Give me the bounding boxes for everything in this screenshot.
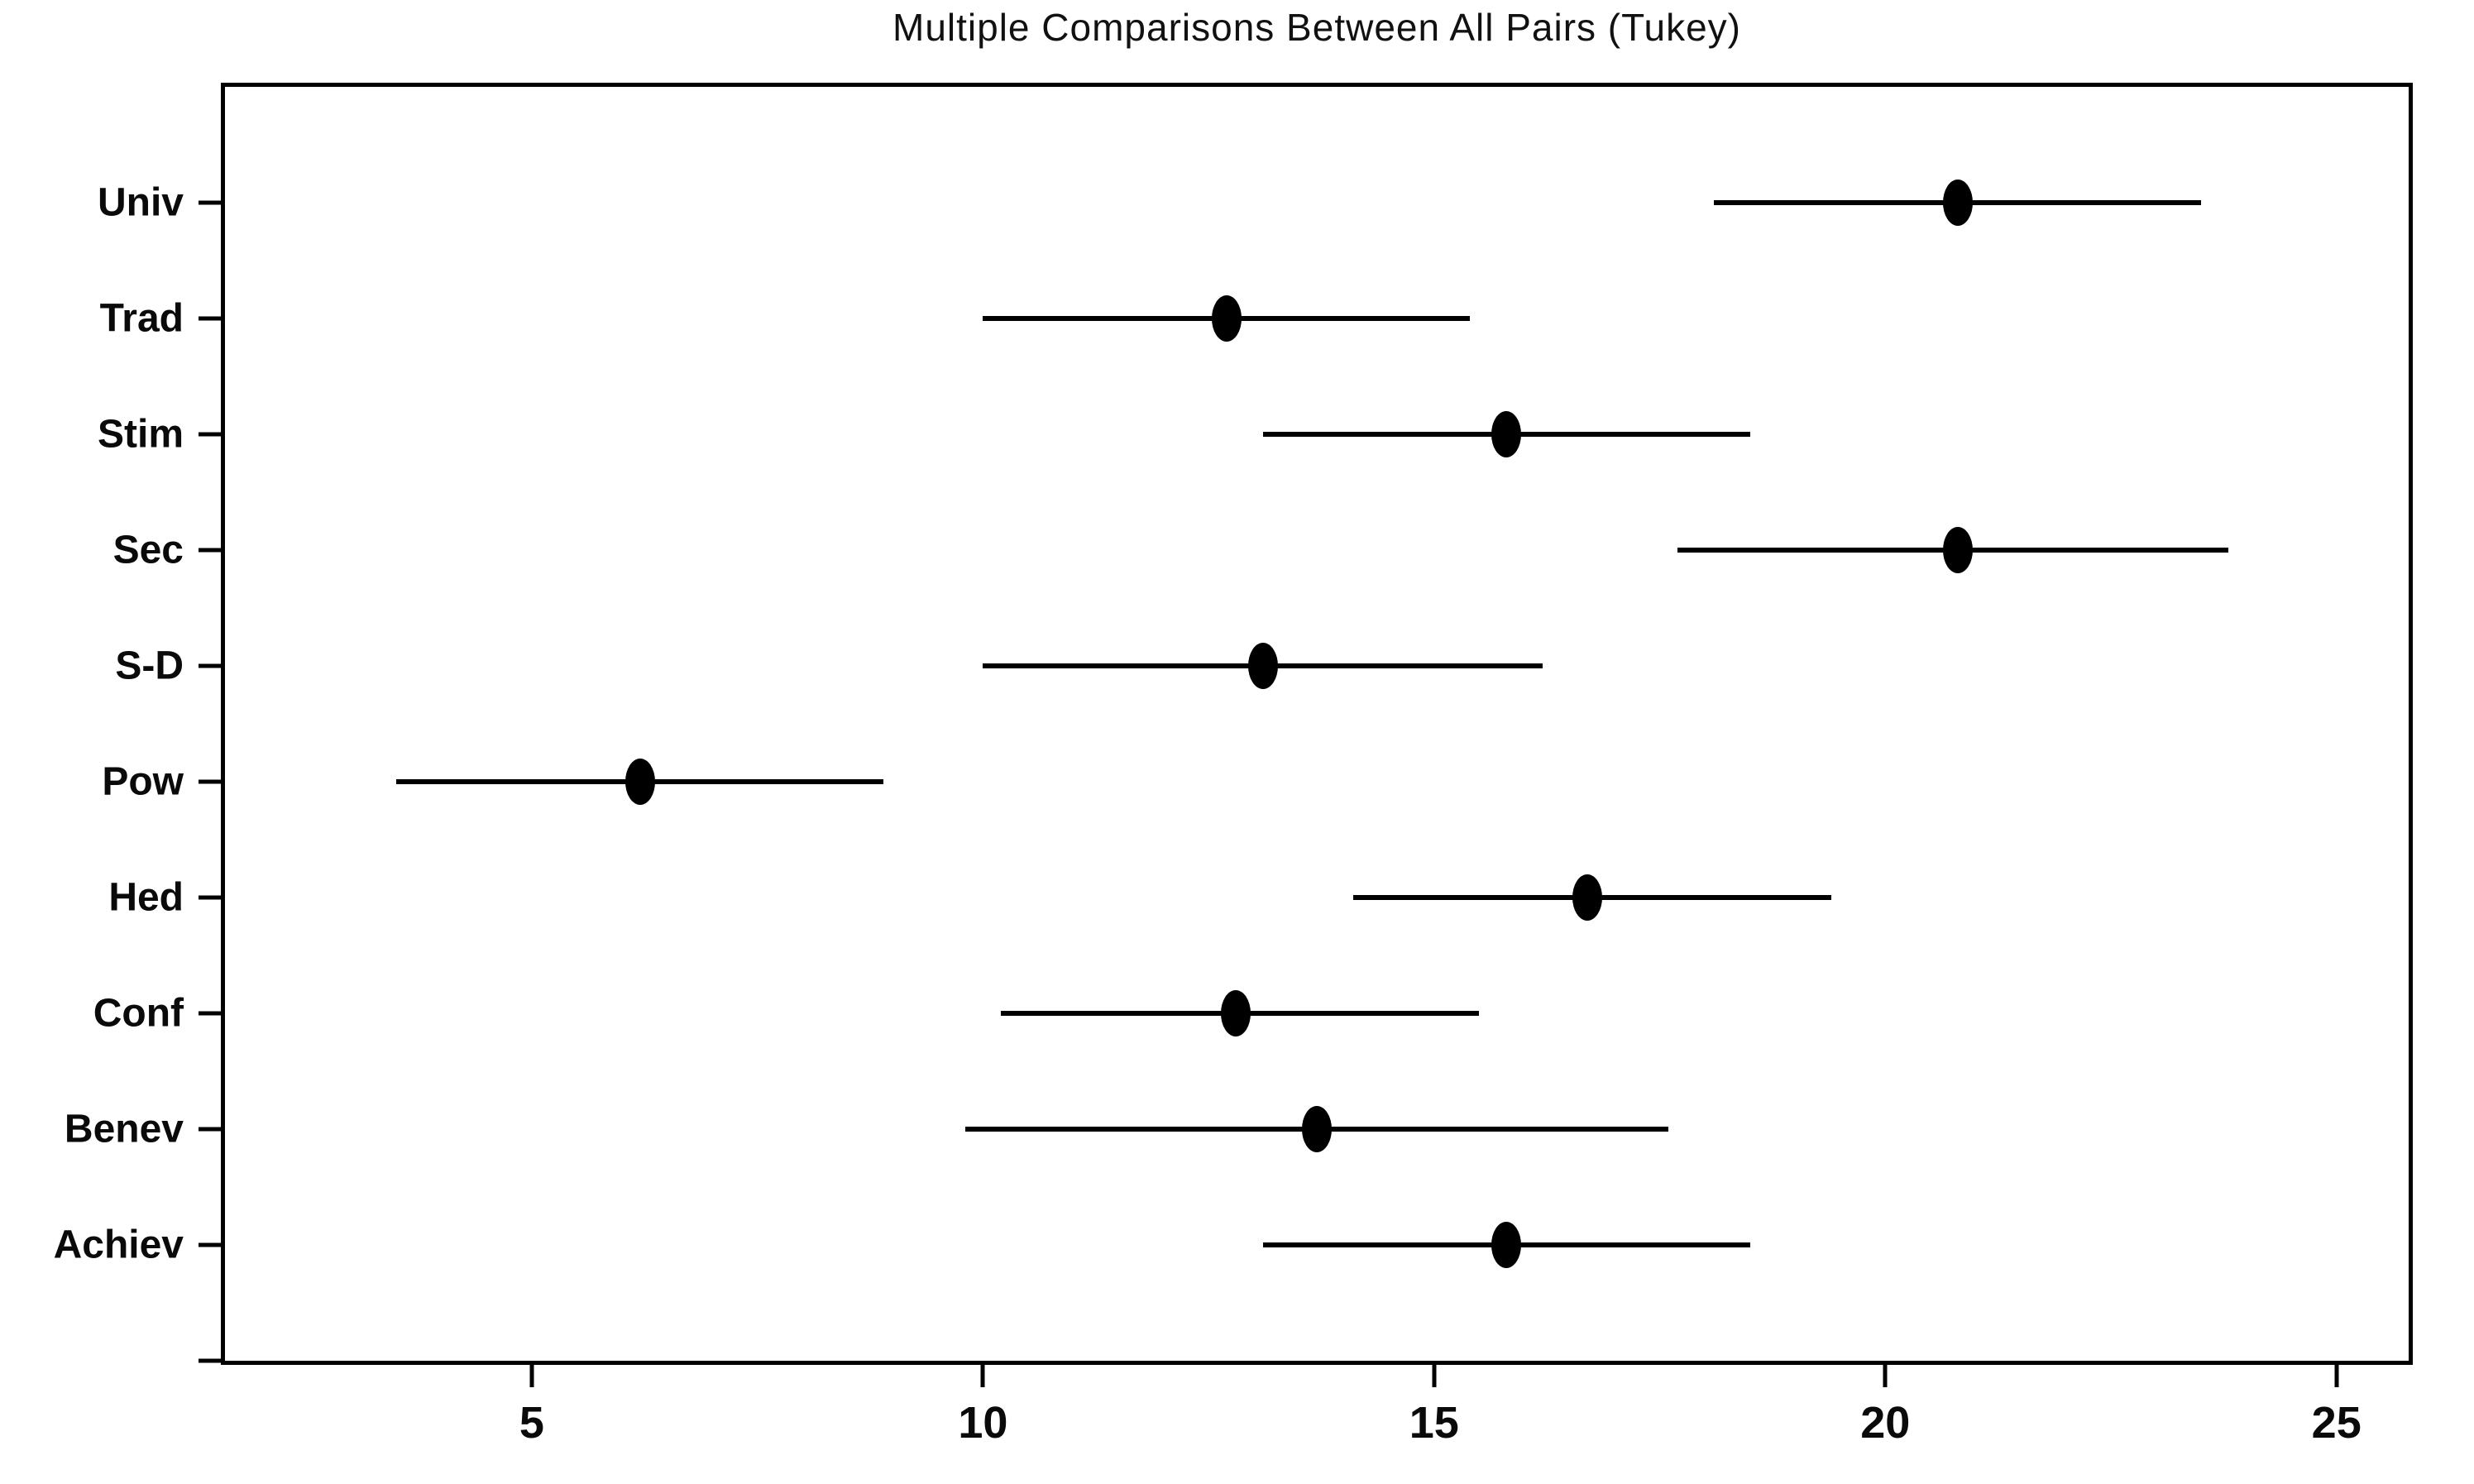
y-axis-tick [199,779,225,784]
mean-dot-marker [1572,874,1603,921]
y-axis-tick [199,548,225,553]
mean-dot-marker [1220,990,1251,1036]
x-axis-tick-label: 25 [2311,1398,2362,1448]
x-axis-tick-label: 10 [958,1398,1008,1448]
y-axis-tick [199,1127,225,1132]
x-axis-tick-label: 20 [1860,1398,1911,1448]
mean-dot-marker [1247,643,1278,689]
x-axis-tick-label: 15 [1409,1398,1459,1448]
y-axis-label-conf: Conf [93,991,184,1036]
x-axis-tick [1432,1361,1437,1387]
y-axis-tick [199,432,225,437]
mean-dot-marker [1491,1222,1522,1268]
y-axis-label-trad: Trad [99,296,184,341]
mean-dot-marker [1942,527,1973,573]
x-axis-tick [980,1361,985,1387]
y-axis-tick [199,895,225,900]
mean-dot-marker [1491,411,1522,457]
mean-dot-marker [1942,180,1973,226]
y-axis-label-stim: Stim [97,412,184,457]
y-axis-label-achiev: Achiev [53,1223,184,1267]
y-axis-label-hed: Hed [108,875,184,920]
y-axis-tick [199,316,225,321]
x-axis-tick [1883,1361,1888,1387]
y-axis-label-s-d: S-D [115,644,184,688]
x-axis-tick-label: 5 [519,1398,544,1448]
y-axis-label-sec: Sec [112,528,184,572]
mean-dot-marker [1302,1106,1332,1152]
plot-area: Univ Trad Stim Sec S-D Pow Hed Conf Benev Achiev 5… [54,83,2413,1448]
y-axis-tick [199,200,225,205]
y-axis-tick-unlabeled [199,1358,225,1363]
x-axis-tick [529,1361,534,1387]
mean-dot-marker [624,759,655,805]
y-axis-tick [199,663,225,668]
y-axis-tick [199,1242,225,1247]
y-axis-tick [199,1011,225,1016]
y-axis-label-benev: Benev [64,1107,184,1151]
mean-dot-marker [1211,295,1242,342]
y-axis-label-univ: Univ [97,180,184,225]
x-axis-tick [2334,1361,2339,1387]
chart-title: Multiple Comparisons Between All Pairs (… [892,6,1741,49]
y-axis-label-pow: Pow [102,759,184,804]
